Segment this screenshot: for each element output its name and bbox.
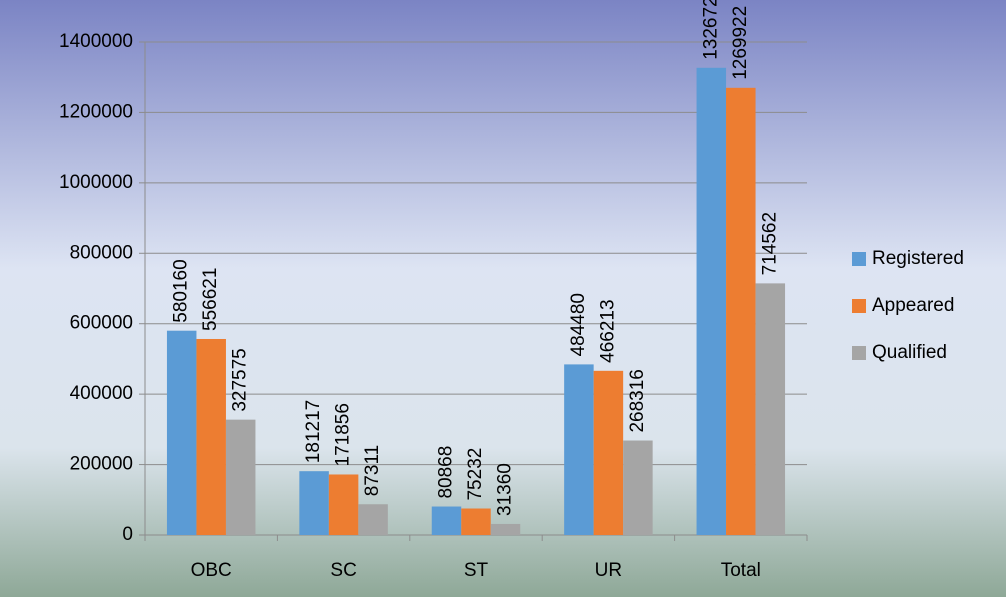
data-label: 484480 — [568, 293, 589, 356]
legend-label: Appeared — [872, 295, 954, 316]
bar — [299, 471, 329, 535]
data-label: 556621 — [200, 268, 221, 331]
data-label: 268316 — [627, 369, 648, 432]
bar — [564, 364, 594, 535]
x-tick-label: Total — [721, 560, 761, 581]
y-tick-label: 800000 — [70, 242, 133, 263]
legend-swatch — [852, 299, 866, 313]
bar — [196, 338, 226, 535]
data-label: 171856 — [333, 403, 354, 466]
bar — [726, 87, 756, 536]
data-label: 181217 — [303, 400, 324, 463]
y-tick-label: 1200000 — [59, 101, 133, 122]
legend-label: Qualified — [872, 342, 947, 363]
y-tick-label: 1400000 — [59, 31, 133, 52]
bar — [431, 506, 462, 535]
data-label: 580160 — [171, 259, 192, 322]
bar — [166, 330, 197, 535]
bar — [358, 504, 388, 535]
x-tick-label: SC — [330, 560, 356, 581]
legend-swatch — [852, 346, 866, 360]
bar — [593, 370, 624, 535]
data-label: 466213 — [597, 299, 618, 362]
data-label: 75232 — [465, 448, 486, 501]
data-label: 31360 — [495, 463, 516, 516]
bar — [328, 474, 359, 535]
y-tick-label: 400000 — [70, 383, 133, 404]
bar — [490, 523, 521, 535]
y-tick-label: 600000 — [70, 313, 133, 334]
bar — [696, 67, 727, 535]
x-tick-label: UR — [595, 560, 622, 581]
bar — [623, 440, 653, 535]
data-label: 1326725 — [700, 0, 721, 60]
bar — [461, 508, 491, 535]
legend-swatch — [852, 252, 866, 266]
x-tick-label: OBC — [191, 560, 232, 581]
legend-label: Registered — [872, 248, 964, 269]
y-tick-label: 0 — [122, 524, 133, 545]
data-label: 327575 — [230, 348, 251, 411]
data-label: 80868 — [436, 446, 457, 499]
data-label: 87311 — [362, 445, 383, 496]
bar — [755, 283, 786, 535]
y-tick-label: 1000000 — [59, 172, 133, 193]
data-label: 1269922 — [730, 6, 751, 80]
y-tick-label: 200000 — [70, 454, 133, 475]
bar — [225, 419, 256, 535]
data-label: 714562 — [759, 212, 780, 275]
x-tick-label: ST — [464, 560, 489, 581]
